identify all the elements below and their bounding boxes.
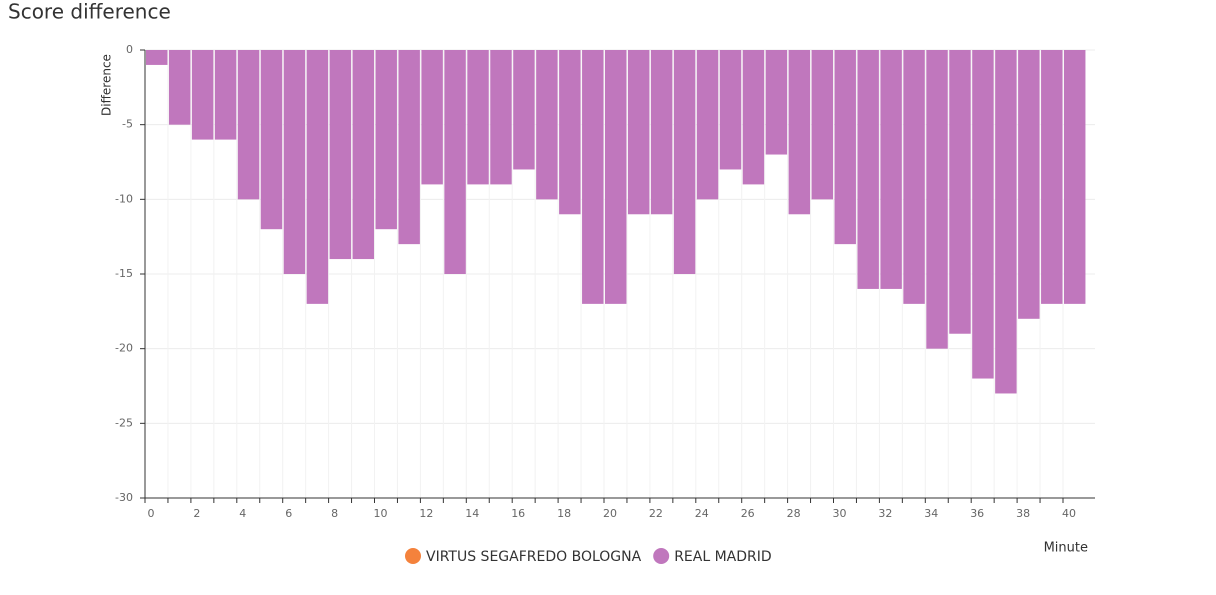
bar	[880, 50, 902, 289]
y-tick-label: -15	[115, 267, 133, 280]
bar	[903, 50, 925, 304]
bar	[650, 50, 673, 215]
bar	[811, 50, 833, 200]
bar	[237, 50, 260, 200]
y-tick-label: -10	[115, 192, 133, 205]
x-tick-label: 28	[787, 507, 801, 520]
bar	[582, 50, 604, 304]
bar	[972, 50, 994, 379]
x-tick-label: 36	[970, 507, 984, 520]
bar	[283, 50, 306, 274]
bar	[513, 50, 535, 170]
bar	[146, 50, 168, 65]
x-tick-label: 20	[603, 507, 617, 520]
x-tick-label: 4	[239, 507, 246, 520]
bar	[260, 50, 283, 230]
bar	[696, 50, 719, 200]
bar	[673, 50, 696, 274]
bar	[490, 50, 512, 185]
bar	[1041, 50, 1063, 304]
x-tick-label: 14	[465, 507, 479, 520]
y-tick-label: -20	[115, 342, 133, 355]
legend-label[interactable]: VIRTUS SEGAFREDO BOLOGNA	[426, 549, 642, 565]
y-tick-label: -25	[115, 416, 133, 429]
chart-title: Score difference	[8, 0, 171, 24]
x-tick-label: 32	[878, 507, 892, 520]
x-tick-label: 22	[649, 507, 663, 520]
x-axis-label: Minute	[1044, 541, 1088, 556]
bar	[605, 50, 627, 304]
x-tick-label: 18	[557, 507, 571, 520]
x-tick-label: 26	[741, 507, 755, 520]
bar	[559, 50, 581, 215]
bar	[536, 50, 558, 200]
bar	[926, 50, 948, 349]
bar	[995, 50, 1017, 394]
x-tick-label: 2	[193, 507, 200, 520]
bar	[398, 50, 420, 245]
legend-swatch[interactable]	[405, 548, 421, 564]
bar	[352, 50, 374, 260]
x-tick-label: 6	[285, 507, 292, 520]
bar	[214, 50, 237, 140]
x-tick-label: 24	[695, 507, 709, 520]
bar	[1064, 50, 1086, 304]
y-axis-label: Difference	[100, 54, 114, 116]
bar	[421, 50, 443, 185]
y-tick-label: -30	[115, 491, 133, 504]
bar	[191, 50, 214, 140]
x-tick-label: 38	[1016, 507, 1030, 520]
bar	[765, 50, 788, 155]
y-tick-label: 0	[126, 43, 133, 56]
x-tick-label: 12	[419, 507, 433, 520]
x-tick-label: 40	[1062, 507, 1076, 520]
bar	[857, 50, 879, 289]
legend-swatch[interactable]	[653, 548, 670, 564]
bar	[788, 50, 811, 215]
bar	[467, 50, 489, 185]
x-tick-label: 30	[833, 507, 847, 520]
bar	[834, 50, 856, 245]
bar	[719, 50, 742, 170]
bar	[168, 50, 191, 125]
legend-label[interactable]: REAL MADRID	[674, 549, 771, 565]
x-tick-label: 8	[331, 507, 338, 520]
bar	[949, 50, 971, 334]
y-tick-label: -5	[122, 118, 133, 131]
bar	[742, 50, 765, 185]
legend: VIRTUS SEGAFREDO BOLOGNA REAL MADRID	[405, 548, 772, 565]
bar	[306, 50, 329, 304]
x-tick-label: 10	[374, 507, 388, 520]
bar	[329, 50, 352, 260]
x-tick-label: 0	[148, 507, 155, 520]
bar	[1018, 50, 1040, 319]
x-tick-label: 34	[924, 507, 938, 520]
bar	[627, 50, 650, 215]
bar	[375, 50, 397, 230]
bar	[444, 50, 466, 274]
x-tick-label: 16	[511, 507, 525, 520]
